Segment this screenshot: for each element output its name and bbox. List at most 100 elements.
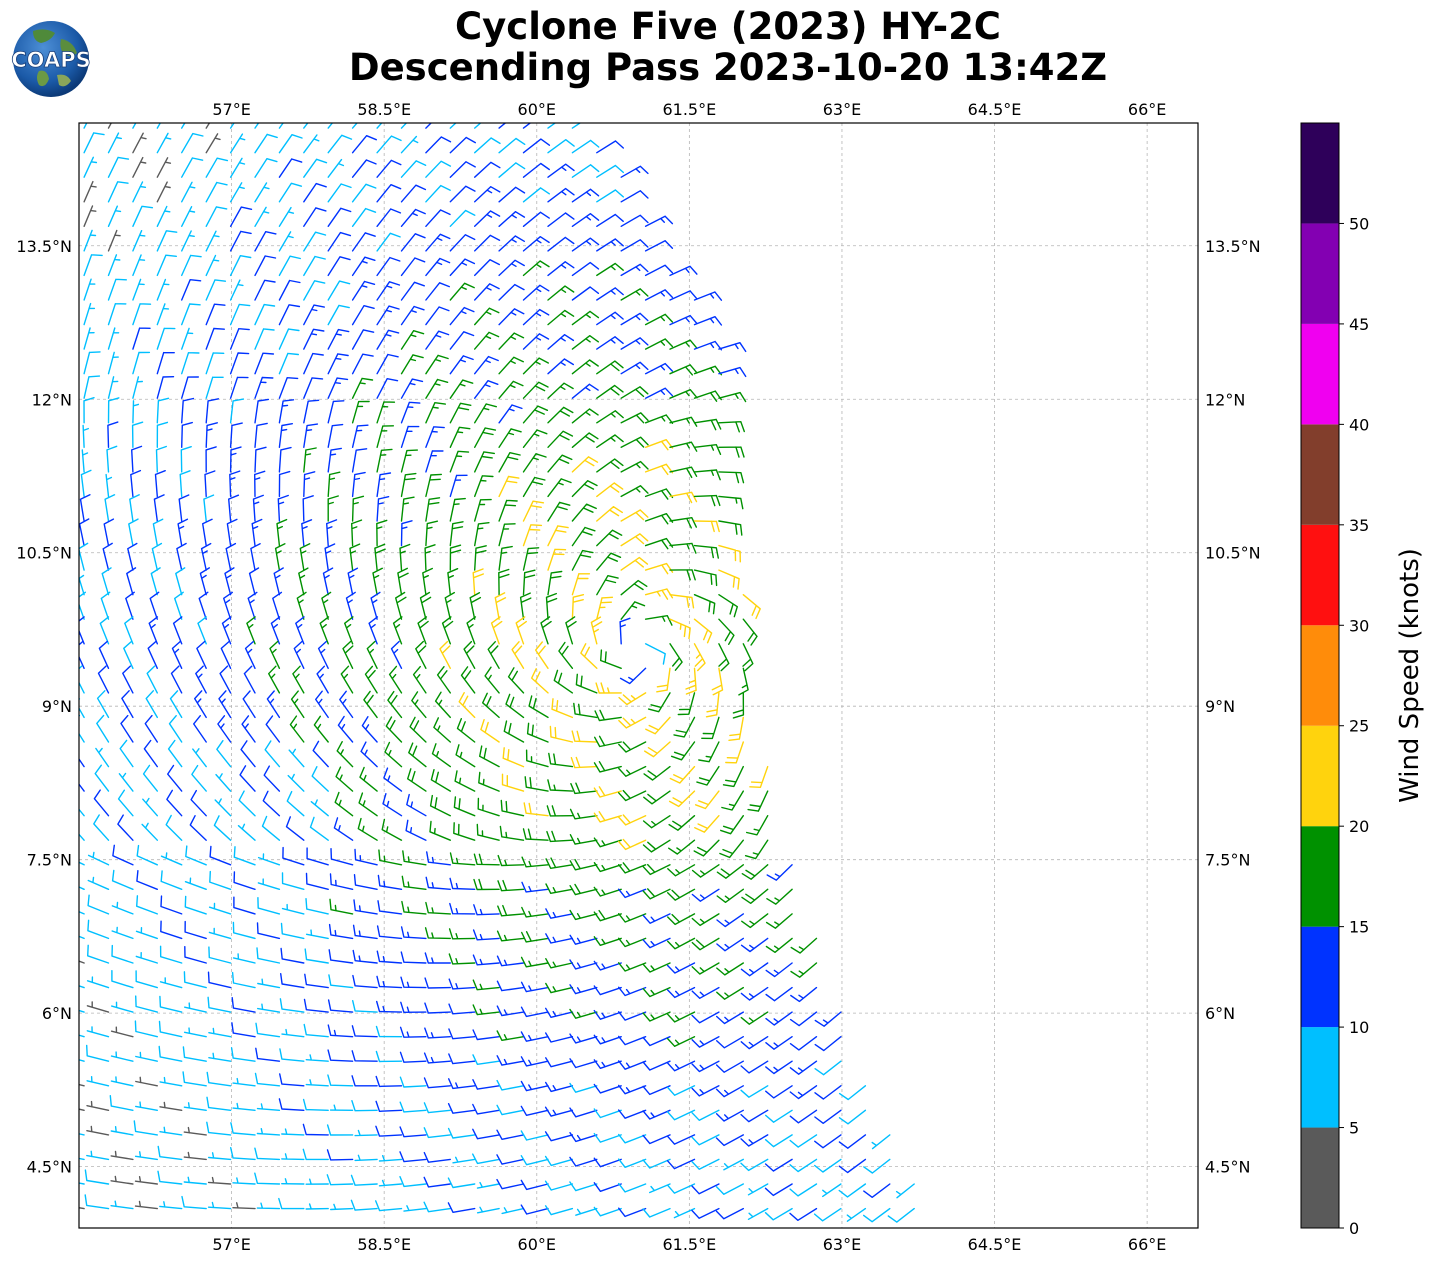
wind-barb — [327, 158, 345, 178]
wind-barb — [117, 789, 134, 817]
wind-barb — [656, 667, 671, 693]
wind-barb — [596, 360, 624, 375]
wind-barb — [498, 162, 526, 178]
wind-barb — [256, 1202, 281, 1210]
wind-barb — [449, 402, 472, 424]
wind-barb — [82, 424, 89, 448]
wind-barb — [83, 229, 97, 252]
wind-barb — [110, 1026, 134, 1038]
wind-barb — [764, 1158, 793, 1172]
wind-barb — [305, 1203, 329, 1210]
wind-barb — [747, 790, 769, 812]
wind-barb — [571, 188, 600, 203]
wind-barb — [814, 1036, 842, 1052]
wind-barb — [425, 257, 451, 277]
wind-barb — [547, 779, 574, 792]
wind-barb — [376, 184, 402, 203]
wind-barb — [81, 449, 89, 473]
wind-barb — [254, 328, 275, 350]
wind-barb — [496, 980, 525, 992]
wind-barb — [376, 281, 401, 301]
wind-barb — [838, 1134, 867, 1149]
wind-barb — [87, 876, 110, 890]
wind-barb — [715, 1183, 744, 1195]
wind-barb — [171, 640, 183, 669]
wind-barb — [409, 716, 427, 743]
wind-barb — [547, 236, 575, 252]
wind-barb — [575, 673, 598, 694]
wind-barb — [83, 132, 105, 154]
wind-barb — [425, 184, 451, 203]
wind-barb — [79, 542, 89, 571]
wind-barb — [366, 640, 378, 669]
wind-barb — [400, 123, 408, 129]
wind-barb — [303, 998, 329, 1013]
wind-barb — [357, 817, 378, 841]
wind-barb — [278, 377, 299, 399]
wind-barb — [281, 872, 305, 890]
wind-barb — [406, 793, 427, 817]
wind-barb — [474, 380, 499, 399]
wind-barb — [354, 1129, 378, 1137]
wind-barb — [79, 1108, 85, 1111]
wind-barb — [242, 690, 256, 719]
wind-barb — [279, 998, 305, 1013]
wind-barb — [553, 669, 574, 694]
wind-barb — [86, 1125, 110, 1136]
wind-barb — [425, 901, 451, 915]
wind-barb — [181, 397, 195, 424]
lat-tick-label-left: 7.5°N — [27, 851, 72, 870]
wind-barb — [240, 740, 256, 768]
wind-barb — [400, 233, 426, 252]
wind-barb — [497, 854, 525, 867]
wind-barb — [79, 833, 85, 841]
wind-barb — [723, 1158, 744, 1171]
wind-barb — [110, 1150, 134, 1161]
colorbar-tick-label: 40 — [1349, 415, 1369, 434]
wind-barb — [666, 1085, 696, 1096]
wind-barb — [693, 839, 720, 857]
wind-barb — [521, 931, 549, 943]
wind-barb — [666, 1011, 696, 1023]
wind-barb — [569, 1033, 598, 1044]
wind-barb — [741, 913, 769, 929]
lat-tick-label-right: 7.5°N — [1205, 851, 1250, 870]
wind-barb — [498, 186, 526, 203]
wind-barb — [415, 640, 427, 669]
lon-tick-label-bottom: 57°E — [212, 1235, 250, 1254]
wind-barb — [423, 1052, 451, 1064]
wind-barb — [377, 900, 403, 915]
wind-barb — [287, 773, 305, 792]
wind-barb — [208, 902, 232, 915]
wind-barb — [185, 845, 207, 866]
wind-barb — [711, 667, 724, 696]
wind-barb — [126, 567, 137, 596]
wind-barb — [522, 405, 549, 424]
wind-barb — [571, 359, 599, 375]
wind-barb — [95, 747, 110, 768]
wind-barb — [593, 1132, 622, 1143]
wind-barb — [411, 691, 427, 719]
colorbar-bin — [1301, 725, 1339, 827]
wind-barb — [547, 358, 574, 375]
wind-barb — [669, 364, 698, 376]
wind-barb — [99, 616, 110, 645]
wind-barb — [254, 182, 270, 203]
wind-barb — [344, 616, 354, 645]
wind-barb — [693, 544, 719, 559]
wind-barb — [232, 1202, 256, 1210]
wind-barb — [620, 263, 649, 277]
wind-barb — [254, 123, 260, 129]
wind-barb — [110, 1126, 134, 1136]
wind-barb — [363, 690, 378, 719]
wind-barb — [571, 286, 600, 301]
wind-barb — [277, 494, 289, 522]
wind-barb — [86, 1001, 110, 1013]
wind-barb — [376, 448, 393, 473]
wind-barb — [166, 789, 183, 817]
wind-barb — [216, 740, 232, 768]
wind-barb — [496, 1154, 525, 1165]
wind-barb — [215, 773, 232, 792]
wind-barb — [298, 567, 309, 596]
wind-barb — [620, 337, 649, 350]
